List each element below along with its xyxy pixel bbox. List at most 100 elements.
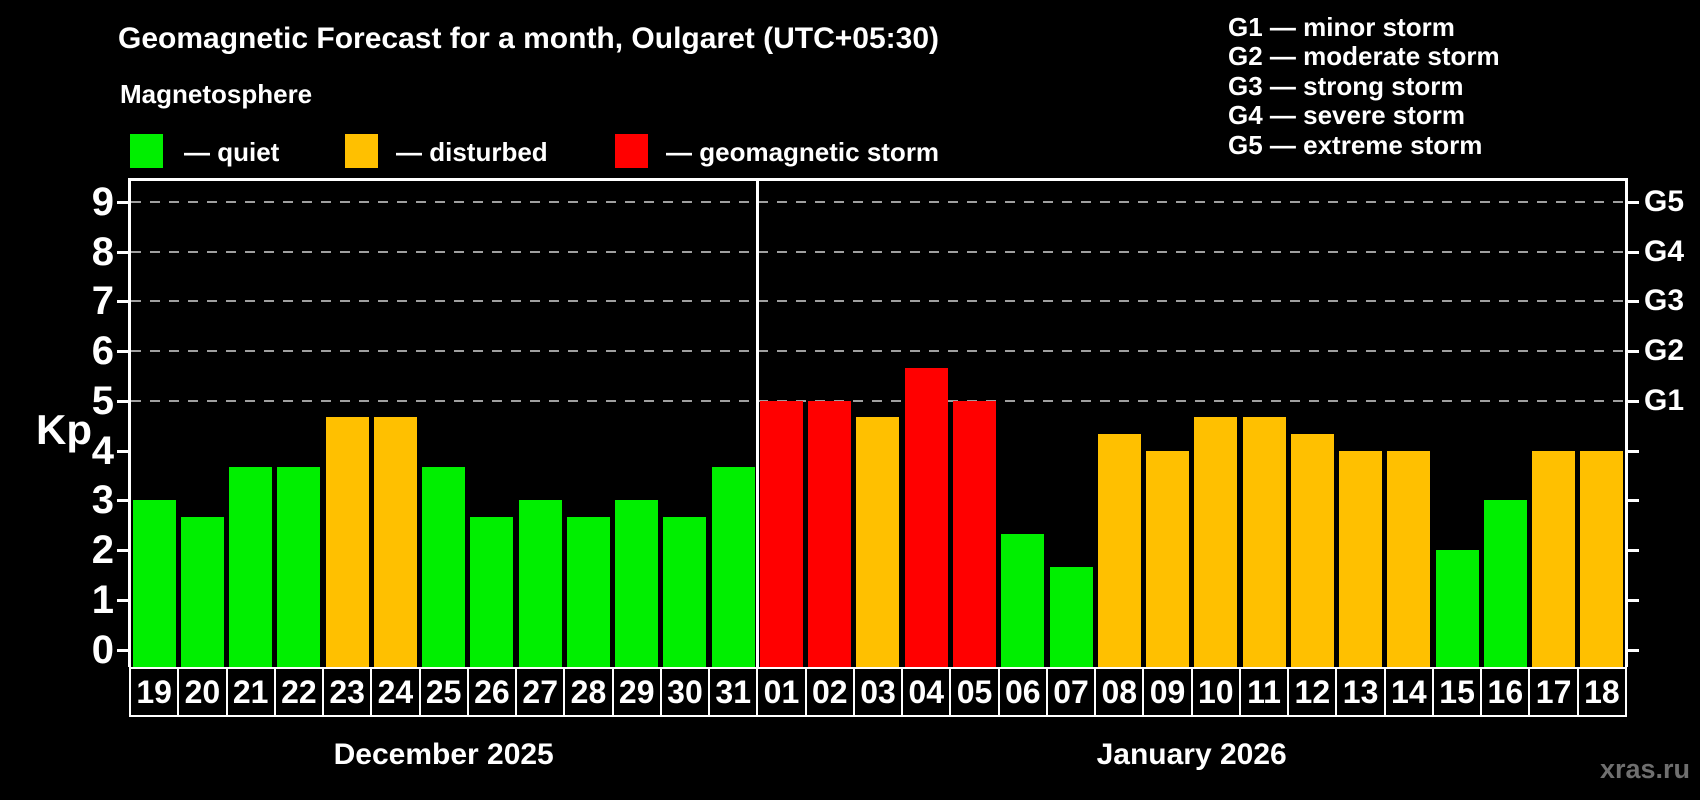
right-tick-5 [1628,399,1639,403]
left-tick-2 [117,549,128,553]
kp-bar-january-01 [759,400,803,667]
right-tick-3 [1628,499,1639,503]
right-tick-6 [1628,350,1639,354]
left-tick-9 [117,200,128,204]
date-cell-06: 06 [997,667,1048,717]
kp-bar-december-27 [518,500,562,667]
month-label-0: December 2025 [333,738,554,771]
kp-bar-december-19 [132,500,176,667]
kp-bar-january-03 [856,417,900,667]
date-cell-04: 04 [901,667,952,717]
left-tick-8 [117,250,128,254]
kp-bar-january-18 [1580,450,1624,667]
g5-legend-line: G5 — extreme storm [1228,129,1483,160]
kp-bar-december-31 [711,467,755,667]
kp-bar-january-07 [1049,566,1093,667]
date-cell-02: 02 [804,667,855,717]
left-tick-label-5: 5 [91,378,114,423]
date-cell-18: 18 [1576,667,1627,717]
date-cell-07: 07 [1045,667,1097,717]
kp-bar-january-12 [1290,434,1334,667]
right-tick-1 [1628,598,1639,602]
left-tick-7 [117,300,128,304]
date-cell-29: 29 [611,667,662,717]
watermark: xras.ru [1599,754,1690,784]
date-cell-21: 21 [225,667,276,717]
date-cell-27: 27 [515,667,566,717]
right-axis-label-G5: G5 [1644,184,1685,218]
legend-storm-swatch [615,134,648,168]
left-tick-1 [117,598,128,602]
gridline-kp9 [131,200,1625,203]
kp-bar-january-09 [1146,450,1190,667]
date-cell-16: 16 [1480,667,1531,717]
right-axis-label-G2: G2 [1644,334,1685,368]
date-cell-09: 09 [1142,667,1193,717]
right-axis-label-G4: G4 [1644,234,1685,268]
date-cell-28: 28 [563,667,614,717]
legend-quiet-swatch [130,134,163,168]
kp-bar-january-11 [1242,417,1286,667]
kp-bar-december-26 [470,516,514,667]
right-tick-9 [1628,200,1639,204]
kp-bar-january-17 [1532,450,1576,667]
kp-bar-january-02 [808,400,852,667]
date-cell-10: 10 [1190,667,1241,717]
right-axis-label-G3: G3 [1644,284,1685,318]
kp-bar-december-30 [663,516,707,667]
legend-disturbed-label: — disturbed [396,137,548,167]
date-cell-30: 30 [659,667,711,717]
kp-bar-january-08 [1097,434,1141,667]
left-tick-label-0: 0 [91,627,114,672]
date-cell-23: 23 [322,667,373,717]
month-divider [755,180,759,667]
kp-bar-january-15 [1435,550,1479,667]
kp-bar-december-28 [566,516,610,667]
kp-bar-january-10 [1194,417,1238,667]
kp-bar-january-14 [1387,450,1431,667]
right-tick-4 [1628,449,1639,453]
date-cell-20: 20 [177,667,228,717]
gridline-kp5 [131,399,1625,402]
left-tick-label-3: 3 [91,478,114,523]
date-cell-11: 11 [1238,667,1290,717]
date-cell-14: 14 [1383,667,1434,717]
date-cell-24: 24 [370,667,421,717]
date-cell-12: 12 [1287,667,1338,717]
right-tick-7 [1628,300,1639,304]
left-tick-label-6: 6 [91,329,114,374]
left-tick-label-7: 7 [91,279,114,324]
right-axis-label-G1: G1 [1644,383,1685,417]
left-tick-6 [117,350,128,354]
left-tick-label-4: 4 [91,428,114,473]
date-cell-13: 13 [1335,667,1386,717]
date-cell-01: 01 [756,667,807,717]
kp-bar-december-25 [422,467,466,667]
left-tick-3 [117,499,128,503]
legend-disturbed-swatch [345,134,378,168]
gridline-kp8 [131,250,1625,253]
left-tick-label-8: 8 [91,229,114,274]
storm-scale-legend: G1 — minor storm G2 — moderate storm G3 … [1228,12,1500,160]
left-tick-label-9: 9 [91,179,114,224]
kp-axis-label: Kp [36,406,92,453]
gridline-kp7 [131,300,1625,303]
page-title: Geomagnetic Forecast for a month, Oulgar… [118,22,940,55]
kp-bar-december-22 [277,467,321,667]
date-cell-22: 22 [273,667,325,717]
left-tick-4 [117,449,128,453]
date-cell-25: 25 [418,667,469,717]
kp-bar-january-13 [1339,450,1383,667]
gridline-kp6 [131,350,1625,353]
kp-bar-january-06 [1001,533,1045,667]
right-axis-line [1625,178,1628,667]
legend-quiet-label: — quiet [184,137,280,167]
date-cell-26: 26 [466,667,518,717]
plot-top-border [128,178,1628,181]
date-cell-17: 17 [1528,667,1579,717]
kp-bar-december-21 [229,467,273,667]
g3-legend-line: G3 — strong storm [1228,70,1464,101]
left-tick-label-1: 1 [91,577,114,622]
left-tick-label-2: 2 [91,528,114,573]
